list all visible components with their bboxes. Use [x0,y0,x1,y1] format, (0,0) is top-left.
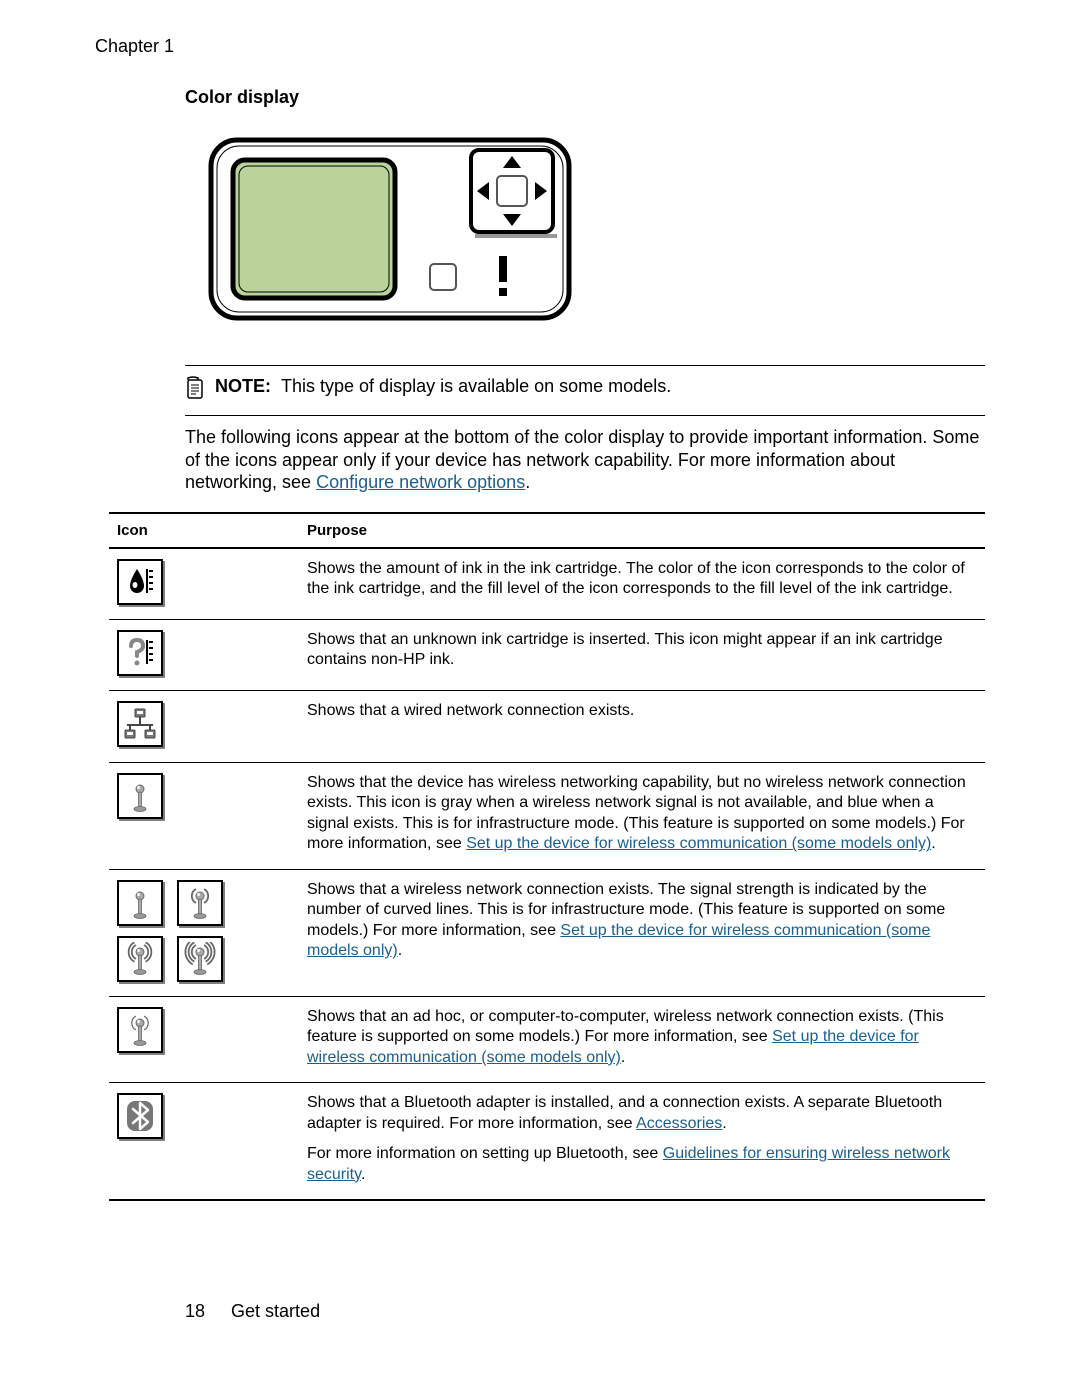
table-row: Shows that the device has wireless netwo… [109,762,985,869]
table-header-icon: Icon [109,513,299,548]
wired-network-icon [117,701,163,747]
icon-cell [109,762,299,869]
page-number: 18 [185,1301,205,1322]
purpose-link[interactable]: Set up the device for wireless communica… [307,922,930,959]
table-row: Shows that an ad hoc, or computer-to-com… [109,996,985,1082]
table-row: Shows that a wireless network connection… [109,869,985,996]
table-header-purpose: Purpose [299,513,985,548]
ink-level-icon [117,559,163,605]
table-row: Shows that a wired network connection ex… [109,691,985,762]
footer-section: Get started [231,1301,320,1322]
wireless-signal-4-icon [177,936,223,982]
purpose-cell: Shows that an ad hoc, or computer-to-com… [299,996,985,1082]
section-title: Color display [185,87,985,108]
icon-table: Icon Purpose Shows the amount of ink in … [109,512,985,1202]
note-rule-bottom [185,415,985,416]
purpose-link[interactable]: Guidelines for ensuring wireless network… [307,1145,950,1182]
wireless-signal-icons [117,880,291,982]
purpose-cell: Shows that a wired network connection ex… [299,691,985,762]
configure-network-link[interactable]: Configure network options [316,472,525,492]
wireless-no-signal-icon [117,773,163,819]
note-label: NOTE: [215,376,271,396]
icon-cell [109,548,299,620]
chapter-label: Chapter 1 [95,36,985,57]
wireless-signal-3-icon [117,936,163,982]
purpose-cell: Shows that a wireless network connection… [299,869,985,996]
purpose-link[interactable]: Set up the device for wireless communica… [466,835,931,852]
icon-cell [109,996,299,1082]
intro-text-before: The following icons appear at the bottom… [185,427,979,492]
intro-text-after: . [525,472,530,492]
wireless-signal-1-icon [117,880,163,926]
purpose-link[interactable]: Set up the device for wireless communica… [307,1028,919,1065]
purpose-link[interactable]: Accessories [636,1115,722,1132]
note-text: This type of display is available on som… [281,376,671,396]
icon-cell [109,869,299,996]
table-row: Shows that an unknown ink cartridge is i… [109,619,985,690]
note-rule-top [185,365,985,366]
table-row: Shows the amount of ink in the ink cartr… [109,548,985,620]
icon-cell [109,619,299,690]
purpose-cell: Shows that an unknown ink cartridge is i… [299,619,985,690]
adhoc-wireless-icon [117,1007,163,1053]
note-block: NOTE: This type of display is available … [185,376,985,405]
intro-paragraph: The following icons appear at the bottom… [185,426,985,494]
purpose-cell: Shows that the device has wireless netwo… [299,762,985,869]
purpose-cell: Shows the amount of ink in the ink cartr… [299,548,985,620]
icon-cell [109,691,299,762]
icon-cell [109,1083,299,1200]
device-illustration [205,134,985,329]
wireless-signal-2-icon [177,880,223,926]
bluetooth-icon [117,1093,163,1139]
purpose-cell: Shows that a Bluetooth adapter is instal… [299,1083,985,1200]
table-row: Shows that a Bluetooth adapter is instal… [109,1083,985,1200]
unknown-cartridge-icon [117,630,163,676]
page-footer: 18 Get started [185,1301,985,1322]
note-icon [185,376,205,405]
